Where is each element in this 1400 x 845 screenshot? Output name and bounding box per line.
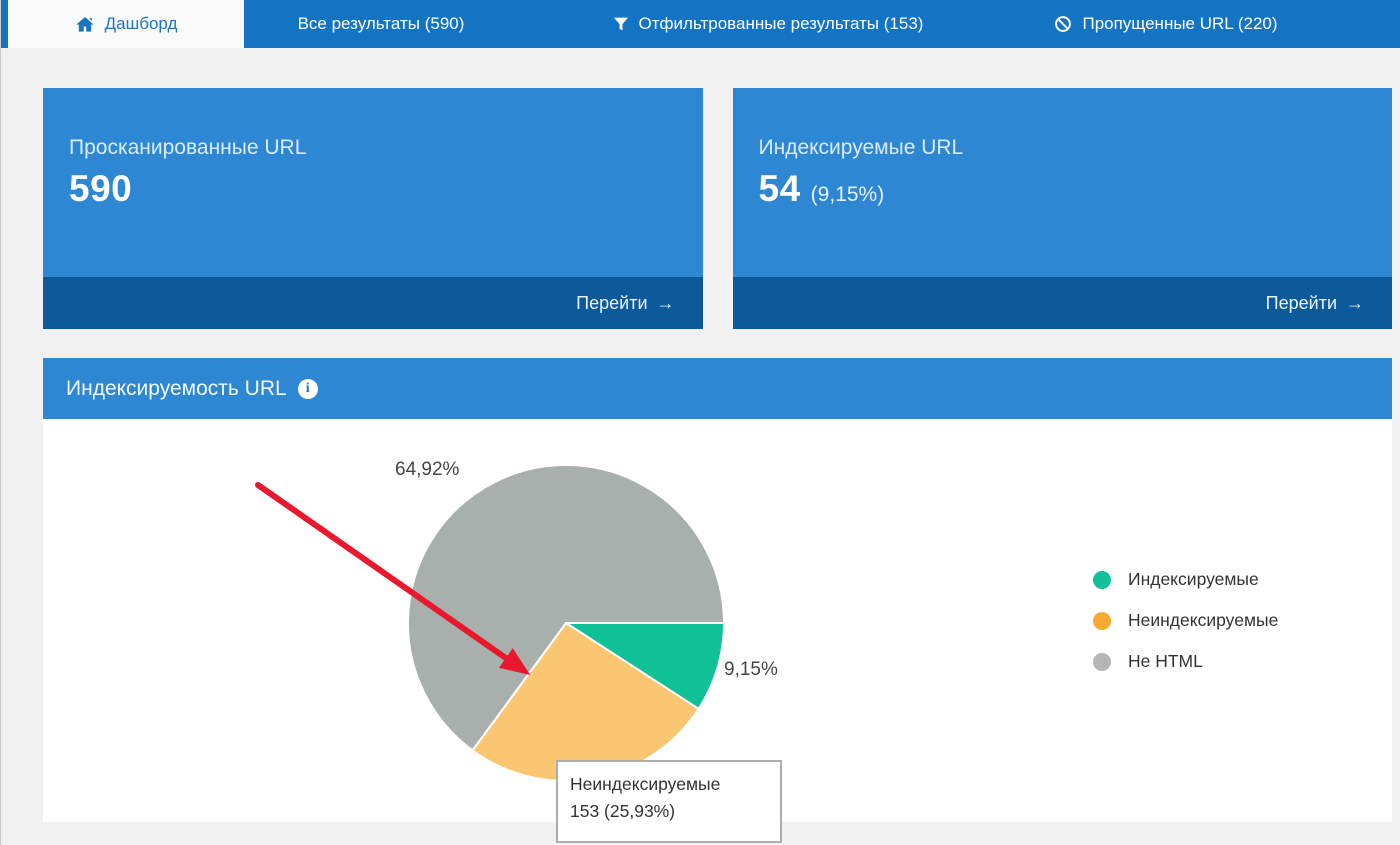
tab-label: Дашборд (104, 14, 178, 33)
panel-header: Индексируемость URL i (43, 358, 1392, 419)
info-icon[interactable]: i (297, 378, 318, 399)
filter-icon (613, 16, 629, 32)
card-percent: (9,15%) (810, 183, 885, 206)
chart-legend: Индексируемые Неиндексируемые Не HTML (1093, 559, 1278, 682)
card-title: Индексируемые URL (758, 136, 964, 159)
card-indexable-urls: Индексируемые URL 54 (9,15%) Перейти → (732, 88, 1392, 329)
right-arrow-icon: → (1346, 292, 1364, 313)
pie-label-indexable: 9,15% (724, 659, 778, 680)
card-number: 54 (758, 168, 801, 209)
tab-filtered-results[interactable]: Отфильтрованные результаты (153) (518, 0, 1018, 48)
tab-label: Пропущенные URL (220) (1082, 14, 1278, 33)
legend-dot-gray (1093, 652, 1111, 671)
chart-tooltip: Неиндексируемые 153 (25,93%) (556, 760, 782, 843)
card-title: Просканированные URL (69, 136, 307, 159)
go-label: Перейти (576, 292, 648, 313)
tooltip-value: 153 (25,93%) (570, 801, 676, 822)
go-label: Перейти (1265, 292, 1337, 313)
go-to-crawled-button[interactable]: Перейти → (43, 277, 703, 329)
card-body: Индексируемые URL 54 (9,15%) (732, 88, 1392, 277)
card-crawled-urls: Просканированные URL 590 Перейти → (43, 88, 703, 329)
tab-all-results[interactable]: Все результаты (590) (244, 0, 518, 48)
tab-label: Все результаты (590) (297, 14, 465, 33)
legend-dot-orange (1093, 611, 1111, 630)
home-icon (75, 15, 95, 34)
legend-item-not-html[interactable]: Не HTML (1093, 641, 1278, 682)
dashboard-content: Просканированные URL 590 Перейти → Индек… (1, 48, 1400, 843)
blocked-icon (1054, 15, 1072, 33)
tab-dashboard[interactable]: Дашборд (8, 0, 244, 48)
pie-slice-3[interactable] (407, 464, 726, 752)
card-value: 54 (9,15%) (759, 168, 1367, 210)
legend-dot-green (1093, 570, 1111, 589)
card-body: Просканированные URL 590 (43, 88, 703, 277)
annotation-arrow (255, 482, 531, 676)
pie-slice-1[interactable] (562, 622, 726, 711)
right-arrow-icon: → (656, 292, 675, 313)
tab-skipped-urls[interactable]: Пропущенные URL (220) (1018, 0, 1314, 48)
stat-cards-row: Просканированные URL 590 Перейти → Индек… (43, 88, 1392, 329)
tooltip-title: Неиндексируемые (570, 774, 721, 794)
legend-item-indexable[interactable]: Индексируемые (1093, 559, 1278, 600)
indexability-panel: Индексируемость URL i 64,92% 9,15% (43, 358, 1392, 843)
card-value: 590 (69, 168, 677, 210)
tab-bar: Дашборд Все результаты (590) Отфильтрова… (1, 0, 1400, 48)
go-to-indexable-button[interactable]: Перейти → (732, 277, 1392, 329)
tab-label: Отфильтрованные результаты (153) (638, 14, 924, 33)
pie-label-not-html: 64,92% (395, 459, 460, 480)
legend-item-nonindexable[interactable]: Неиндексируемые (1093, 600, 1278, 641)
panel-title: Индексируемость URL (66, 376, 287, 400)
pie-chart-area: 64,92% 9,15% Индексируемые Неиндексируем… (43, 419, 1392, 843)
card-number: 590 (69, 168, 133, 209)
